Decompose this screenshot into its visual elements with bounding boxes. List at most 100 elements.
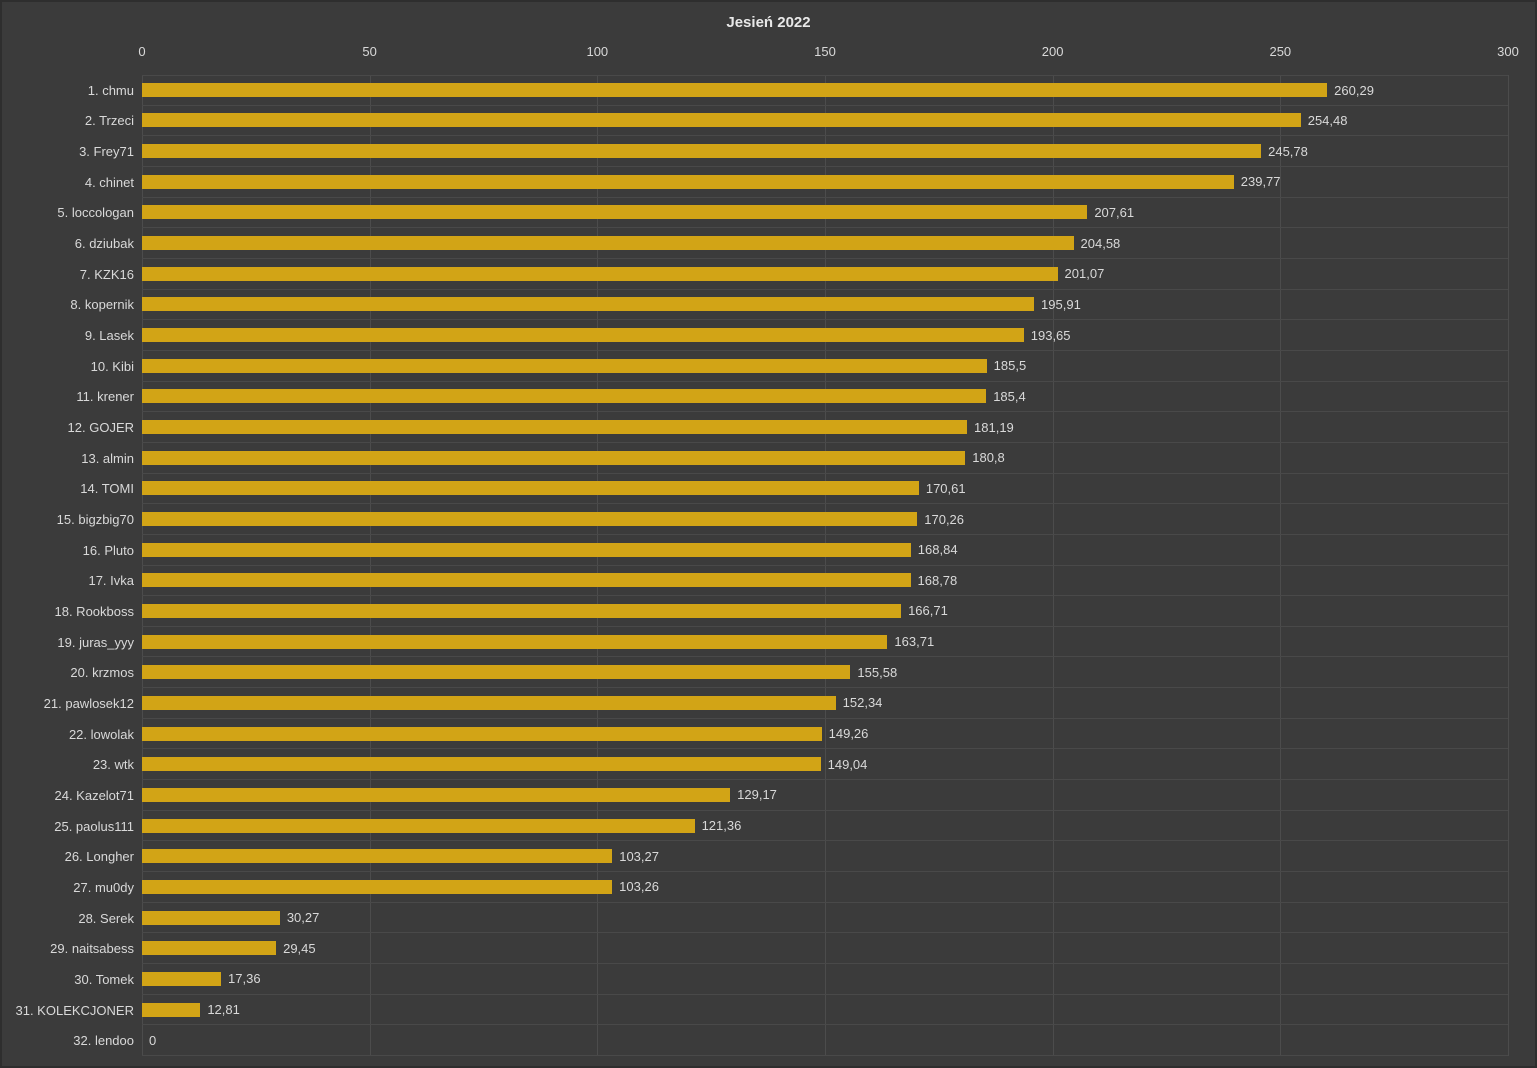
value-label: 103,27 xyxy=(619,848,659,864)
bar xyxy=(142,971,222,986)
bar-track: 180,8 xyxy=(142,443,1508,474)
gridline xyxy=(142,75,143,1056)
bar-track: 149,26 xyxy=(142,719,1508,750)
bar xyxy=(142,236,1074,251)
value-label: 155,58 xyxy=(857,664,898,680)
category-label: 23. wtk xyxy=(92,757,134,773)
bar-track: 17,36 xyxy=(142,964,1508,995)
bar-track: 201,07 xyxy=(142,259,1508,290)
value-label: 201,07 xyxy=(1064,266,1105,282)
x-tick-label: 300 xyxy=(1497,44,1519,59)
x-tick-label: 100 xyxy=(586,44,609,59)
bar xyxy=(142,634,888,649)
bar-track: 121,36 xyxy=(142,811,1508,842)
value-label: 129,17 xyxy=(737,787,777,803)
gridline xyxy=(1280,75,1282,1056)
x-tick-label: 0 xyxy=(138,44,146,59)
gridlines xyxy=(142,75,1509,1056)
bar-row: 27. mu0dy 103,26 xyxy=(2,872,1535,903)
value-label: 185,5 xyxy=(993,358,1027,374)
bar-track: 181,19 xyxy=(142,412,1508,443)
bar-track: 163,71 xyxy=(142,627,1508,658)
gridline xyxy=(1052,75,1054,1056)
bar-track: 12,81 xyxy=(142,995,1508,1026)
gridline xyxy=(369,75,371,1056)
bar-track: 166,71 xyxy=(142,596,1508,627)
bar-track: 207,61 xyxy=(142,198,1508,229)
x-tick-label: 250 xyxy=(1269,44,1292,59)
category-label: 18. Rookboss xyxy=(54,603,135,619)
bar-track: 103,27 xyxy=(142,841,1508,873)
bar-row: 8. kopernik 195,91 xyxy=(2,290,1535,321)
bar-track: 193,65 xyxy=(142,320,1508,351)
category-label: 28. Serek xyxy=(78,910,134,926)
bar-row: 26. Longher 103,27 xyxy=(2,841,1535,873)
bar-track: 103,26 xyxy=(142,872,1508,903)
value-label: 181,19 xyxy=(974,419,1014,435)
value-label: 166,71 xyxy=(908,603,948,619)
value-label: 17,36 xyxy=(228,971,261,987)
value-label: 152,34 xyxy=(842,695,883,711)
value-label: 204,58 xyxy=(1080,235,1121,251)
value-label: 149,26 xyxy=(828,726,869,742)
value-label: 0 xyxy=(149,1032,157,1048)
bar xyxy=(142,420,968,435)
value-label: 29,45 xyxy=(283,940,316,956)
category-label: 31. KOLEKCJONER xyxy=(15,1002,135,1018)
bar xyxy=(142,1002,201,1017)
category-label: 21. pawlosek12 xyxy=(43,695,134,711)
bar-track: 170,26 xyxy=(142,504,1508,535)
bar-row: 15. bigzbig70 170,26 xyxy=(2,504,1535,535)
bar-row: 28. Serek 30,27 xyxy=(2,903,1535,934)
bar-track: 260,29 xyxy=(142,75,1508,106)
category-label: 16. Pluto xyxy=(82,542,134,558)
category-label: 20. krzmos xyxy=(70,665,134,681)
category-label: 4. chinet xyxy=(84,174,134,190)
bar-row: 24. Kazelot71 129,17 xyxy=(2,780,1535,811)
value-label: 245,78 xyxy=(1268,143,1308,159)
bar xyxy=(142,389,987,404)
category-label: 3. Frey71 xyxy=(79,144,134,160)
value-label: 149,04 xyxy=(827,756,868,772)
bar-track: 152,34 xyxy=(142,688,1508,719)
bar-row: 17. Ivka 168,78 xyxy=(2,566,1535,597)
bar-track: 185,5 xyxy=(142,351,1508,382)
bar-row: 3. Frey71 245,78 xyxy=(2,136,1535,167)
bar-track: 29,45 xyxy=(142,933,1508,965)
bar-row: 22. lowolak 149,26 xyxy=(2,719,1535,750)
bar-track: 254,48 xyxy=(142,106,1508,137)
bar-row: 2. Trzeci 254,48 xyxy=(2,106,1535,137)
bar xyxy=(142,573,911,588)
value-label: 103,26 xyxy=(619,879,659,895)
bar xyxy=(142,879,613,894)
bar xyxy=(142,665,851,680)
bar xyxy=(142,266,1058,281)
bar-row: 20. krzmos 155,58 xyxy=(2,657,1535,689)
plot-area: 1. chmu 260,29 2. Trzeci 254,48 3. Frey7… xyxy=(2,75,1535,1056)
bar-row: 29. naitsabess 29,45 xyxy=(2,933,1535,965)
bar-track: 204,58 xyxy=(142,228,1508,259)
value-label: 254,48 xyxy=(1307,112,1348,128)
category-label: 27. mu0dy xyxy=(73,879,134,895)
bar xyxy=(142,328,1024,343)
bar xyxy=(142,695,836,710)
bar xyxy=(142,450,966,465)
bar xyxy=(142,818,695,833)
value-label: 168,78 xyxy=(917,572,958,588)
bar-row: 11. krener 185,4 xyxy=(2,382,1535,413)
value-label: 168,84 xyxy=(917,542,958,558)
category-label: 11. krener xyxy=(76,389,134,405)
category-label: 24. Kazelot71 xyxy=(54,787,134,803)
gridline xyxy=(597,75,599,1056)
bar-row: 21. pawlosek12 152,34 xyxy=(2,688,1535,719)
bar-row: 5. loccologan 207,61 xyxy=(2,198,1535,229)
value-label: 207,61 xyxy=(1094,204,1135,220)
bar xyxy=(142,757,821,772)
x-tick-label: 150 xyxy=(814,44,836,59)
bar xyxy=(142,603,902,618)
bar-track: 168,78 xyxy=(142,566,1508,597)
category-label: 6. dziubak xyxy=(74,236,134,252)
value-label: 260,29 xyxy=(1334,82,1374,98)
category-label: 5. loccologan xyxy=(57,205,134,221)
bar-row: 25. paolus111 121,36 xyxy=(2,811,1535,842)
